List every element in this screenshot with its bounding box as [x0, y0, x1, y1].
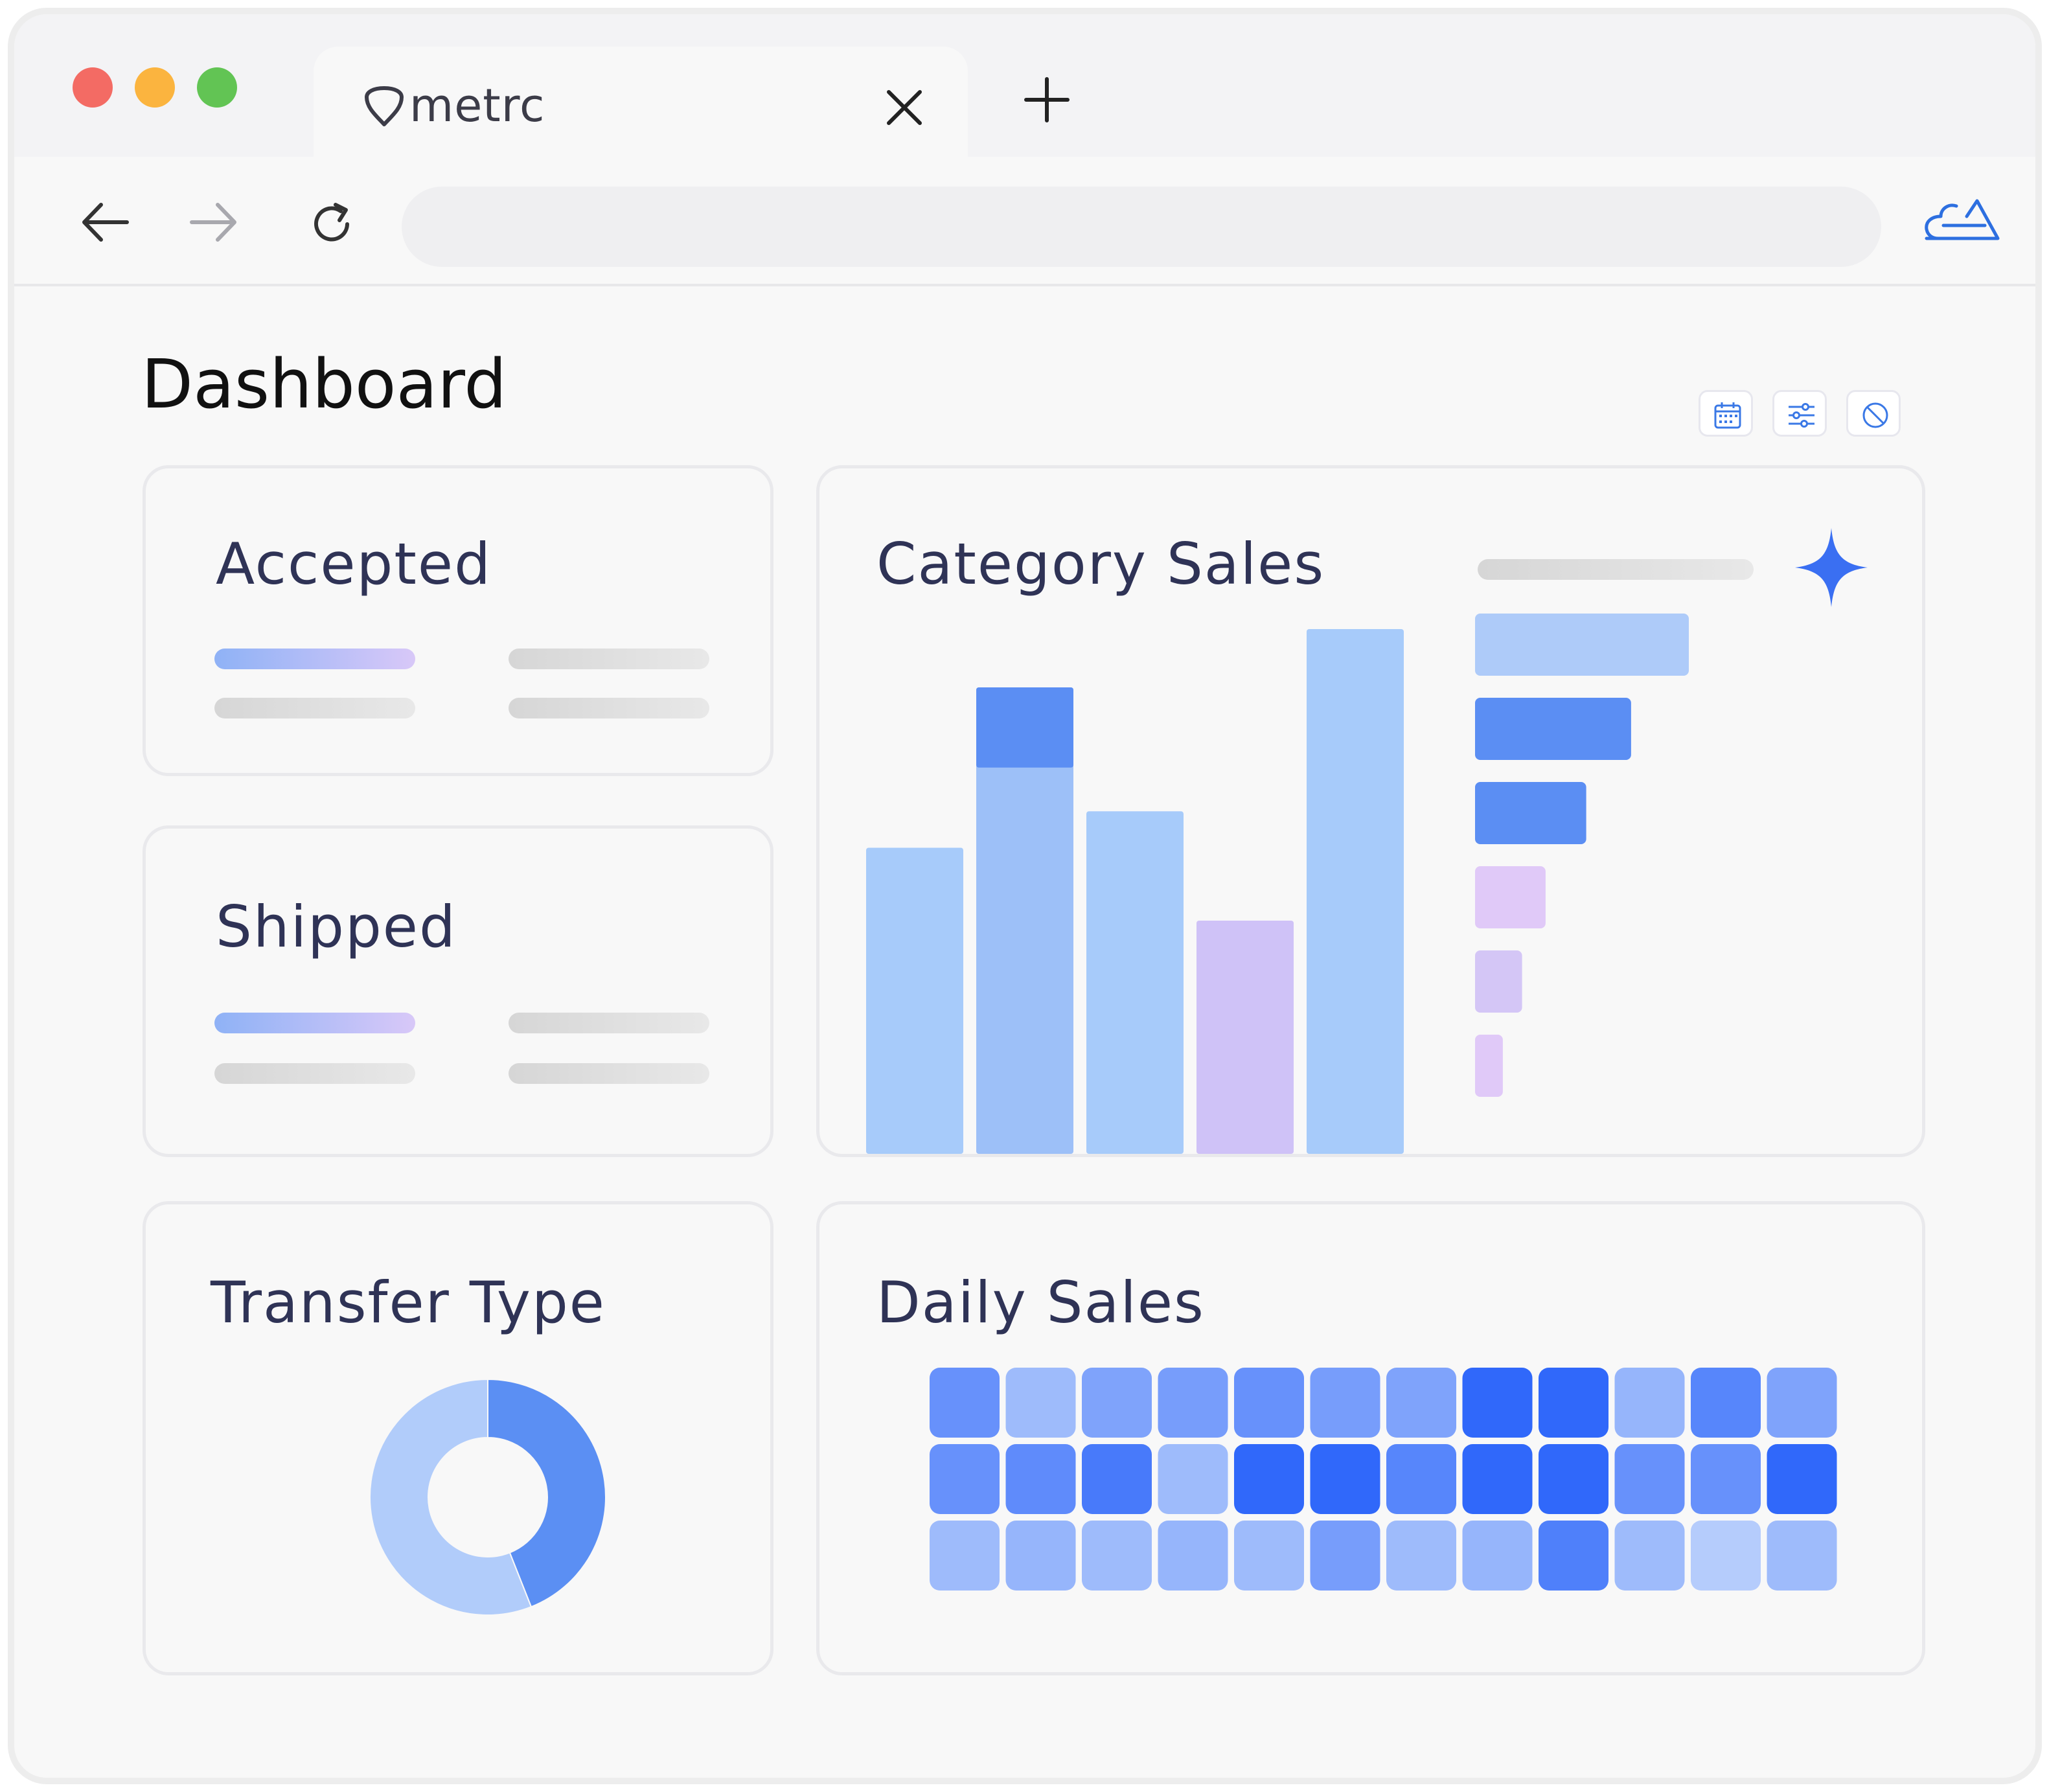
placeholder-bar [509, 649, 709, 669]
heatmap-cell[interactable] [930, 1368, 1000, 1438]
heatmap-cell[interactable] [1539, 1444, 1608, 1514]
heatmap-cell[interactable] [1539, 1521, 1608, 1591]
horizontal-bar[interactable] [1475, 866, 1546, 928]
horizontal-bar[interactable] [1475, 698, 1631, 760]
transfer-type-chart [369, 1378, 606, 1616]
heatmap-cell[interactable] [1082, 1444, 1152, 1514]
tab-bar: metrc [14, 14, 2035, 170]
placeholder-bar [214, 1063, 415, 1084]
back-arrow-icon[interactable] [79, 200, 131, 245]
browser-tab[interactable]: metrc [314, 47, 968, 170]
heatmap-cell[interactable] [930, 1444, 1000, 1514]
placeholder-bar [214, 649, 415, 669]
column-bar-highlight[interactable] [976, 687, 1073, 768]
cloud-mountain-icon[interactable] [1920, 187, 2004, 251]
card-title: Accepted [216, 531, 492, 597]
heatmap-cell[interactable] [1767, 1521, 1837, 1591]
column-bar[interactable] [1307, 629, 1404, 1154]
column-bar[interactable] [866, 847, 963, 1154]
horizontal-bar[interactable] [1475, 1035, 1503, 1097]
horizontal-bar[interactable] [1475, 950, 1522, 1013]
placeholder-bar [509, 698, 709, 718]
shipped-card[interactable]: Shipped [143, 825, 773, 1157]
heatmap-cell[interactable] [1310, 1521, 1380, 1591]
filter-button[interactable] [1772, 390, 1827, 437]
heatmap-cell[interactable] [1386, 1444, 1456, 1514]
heatmap-cell[interactable] [1234, 1444, 1304, 1514]
column-bar[interactable] [976, 687, 1073, 1154]
block-icon [1862, 402, 1888, 428]
heatmap-cell[interactable] [1691, 1521, 1761, 1591]
category-sales-chart [866, 614, 1689, 1154]
placeholder-bar [1478, 559, 1754, 580]
heatmap-cell[interactable] [1462, 1444, 1533, 1514]
heatmap-cell[interactable] [1539, 1368, 1608, 1438]
sliders-icon [1789, 403, 1814, 428]
calendar-icon [1714, 402, 1741, 429]
daily-sales-chart [930, 1368, 1837, 1591]
placeholder-bar [509, 1013, 709, 1033]
column-bar[interactable] [1196, 921, 1294, 1154]
browser-window: metrc Dashboard [8, 8, 2042, 1784]
placeholder-bar [214, 1013, 415, 1033]
heatmap-cell[interactable] [1005, 1521, 1076, 1591]
block-button[interactable] [1846, 390, 1901, 437]
close-tab-icon[interactable] [884, 87, 925, 128]
heatmap-cell[interactable] [1386, 1521, 1456, 1591]
address-bar[interactable] [402, 187, 1881, 267]
heatmap-cell[interactable] [930, 1521, 1000, 1591]
placeholder-bar [509, 1063, 709, 1084]
page-title: Dashboard [141, 345, 507, 424]
close-window-button[interactable] [73, 67, 113, 108]
placeholder-bar [214, 698, 415, 718]
heatmap-cell[interactable] [1691, 1444, 1761, 1514]
metrc-logo-icon [365, 86, 404, 126]
new-tab-icon[interactable] [1024, 76, 1070, 123]
card-title: Shipped [216, 893, 457, 960]
heatmap-cell[interactable] [1158, 1521, 1228, 1591]
heatmap-cell[interactable] [1158, 1444, 1228, 1514]
transfer-type-card[interactable]: Transfer Type [143, 1201, 773, 1675]
heatmap-cell[interactable] [1310, 1368, 1380, 1438]
heatmap-cell[interactable] [1386, 1368, 1456, 1438]
heatmap-cell[interactable] [1234, 1521, 1304, 1591]
tab-title: metrc [409, 79, 545, 132]
category-sales-card[interactable]: Category Sales [816, 465, 1925, 1157]
heatmap-cell[interactable] [1614, 1368, 1685, 1438]
heatmap-cell[interactable] [1158, 1368, 1228, 1438]
card-title: Transfer Type [211, 1269, 606, 1336]
heatmap-cell[interactable] [1082, 1521, 1152, 1591]
donut-slice[interactable] [487, 1378, 606, 1608]
column-bar[interactable] [1086, 811, 1184, 1154]
heatmap-cell[interactable] [1767, 1368, 1837, 1438]
heatmap-cell[interactable] [1614, 1444, 1685, 1514]
navigation-bar [14, 157, 2035, 286]
horizontal-bar[interactable] [1475, 782, 1586, 844]
donut-slice[interactable] [369, 1378, 532, 1616]
heatmap-cell[interactable] [1005, 1368, 1076, 1438]
heatmap-cell[interactable] [1234, 1368, 1304, 1438]
minimize-window-button[interactable] [135, 67, 175, 108]
heatmap-cell[interactable] [1082, 1368, 1152, 1438]
calendar-button[interactable] [1699, 390, 1753, 437]
forward-arrow-icon[interactable] [188, 200, 240, 245]
horizontal-bar[interactable] [1475, 614, 1689, 676]
heatmap-cell[interactable] [1005, 1444, 1076, 1514]
heatmap-cell[interactable] [1767, 1444, 1837, 1514]
daily-sales-card[interactable]: Daily Sales [816, 1201, 1925, 1675]
heatmap-cell[interactable] [1614, 1521, 1685, 1591]
heatmap-cell[interactable] [1462, 1368, 1533, 1438]
accepted-card[interactable]: Accepted [143, 465, 773, 776]
sparkle-icon[interactable] [1792, 525, 1870, 610]
heatmap-cell[interactable] [1310, 1444, 1380, 1514]
heatmap-cell[interactable] [1462, 1521, 1533, 1591]
card-title: Daily Sales [876, 1269, 1205, 1336]
card-title: Category Sales [876, 531, 1325, 597]
heatmap-cell[interactable] [1691, 1368, 1761, 1438]
maximize-window-button[interactable] [197, 67, 237, 108]
reload-icon[interactable] [307, 200, 356, 249]
